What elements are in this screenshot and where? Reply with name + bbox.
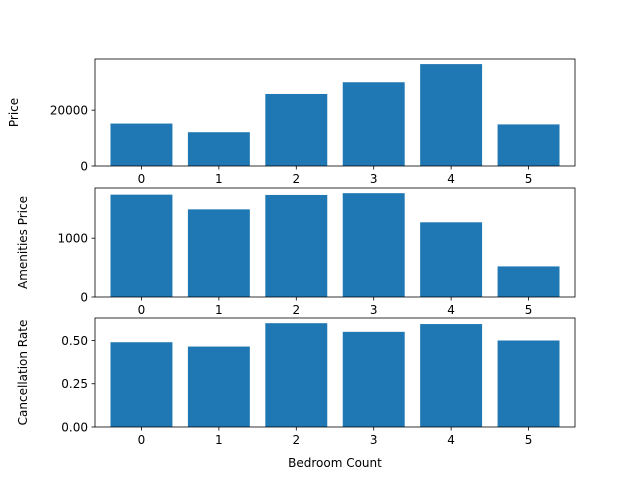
bar-3-4 (420, 324, 483, 427)
bar-1-1 (187, 132, 250, 166)
y-axis-label-1: Price (7, 98, 21, 127)
x-tick-label-1-1: 1 (215, 172, 223, 186)
bar-1-2 (265, 93, 328, 166)
bar-1-4 (420, 64, 483, 166)
x-tick-label-3-5: 5 (525, 433, 533, 447)
bar-2-2 (265, 194, 328, 297)
bar-2-1 (187, 209, 250, 297)
axes-frame-2 (94, 187, 576, 298)
y-tick-label-1-0: 0 (80, 160, 88, 174)
x-axis-label-3: Bedroom Count (288, 456, 382, 470)
x-tick-label-3-3: 3 (370, 433, 378, 447)
x-tick-label-3-2: 2 (292, 433, 300, 447)
x-tick-label-1-4: 4 (447, 172, 455, 186)
x-tick-label-2-2: 2 (292, 303, 300, 317)
x-tick-label-2-3: 3 (370, 303, 378, 317)
x-tick-label-3-1: 1 (215, 433, 223, 447)
y-tick-label-3-0.25: 0.25 (61, 377, 88, 391)
bar-1-0 (110, 123, 173, 166)
y-tick-label-2-1000: 1000 (57, 232, 88, 246)
x-tick-label-2-1: 1 (215, 303, 223, 317)
x-tick-label-2-0: 0 (138, 303, 146, 317)
bar-3-2 (265, 323, 328, 427)
axes-frame-1 (94, 58, 576, 167)
axes-frame-3 (94, 317, 576, 428)
bar-2-3 (342, 193, 405, 297)
y-tick-label-1-20000: 20000 (50, 104, 88, 118)
x-tick-label-1-0: 0 (138, 172, 146, 186)
x-tick-label-1-3: 3 (370, 172, 378, 186)
bar-3-0 (110, 342, 173, 427)
y-tick-label-3-0.50: 0.50 (61, 334, 88, 348)
x-tick-label-3-0: 0 (138, 433, 146, 447)
y-tick-label-3-0.00: 0.00 (61, 421, 88, 435)
bar-2-0 (110, 194, 173, 297)
x-tick-label-1-5: 5 (525, 172, 533, 186)
bar-2-5 (497, 266, 560, 297)
x-tick-label-2-4: 4 (447, 303, 455, 317)
y-tick-label-2-0: 0 (80, 291, 88, 305)
x-tick-label-1-2: 2 (292, 172, 300, 186)
y-axis-label-2: Amenities Price (16, 196, 30, 289)
bar-1-5 (497, 124, 560, 166)
bar-3-1 (187, 346, 250, 427)
bar-3-5 (497, 340, 560, 427)
bar-2-4 (420, 222, 483, 297)
bar-1-3 (342, 82, 405, 166)
x-tick-label-3-4: 4 (447, 433, 455, 447)
bar-3-3 (342, 331, 405, 427)
x-tick-label-2-5: 5 (525, 303, 533, 317)
y-axis-label-3: Cancellation Rate (16, 320, 30, 426)
